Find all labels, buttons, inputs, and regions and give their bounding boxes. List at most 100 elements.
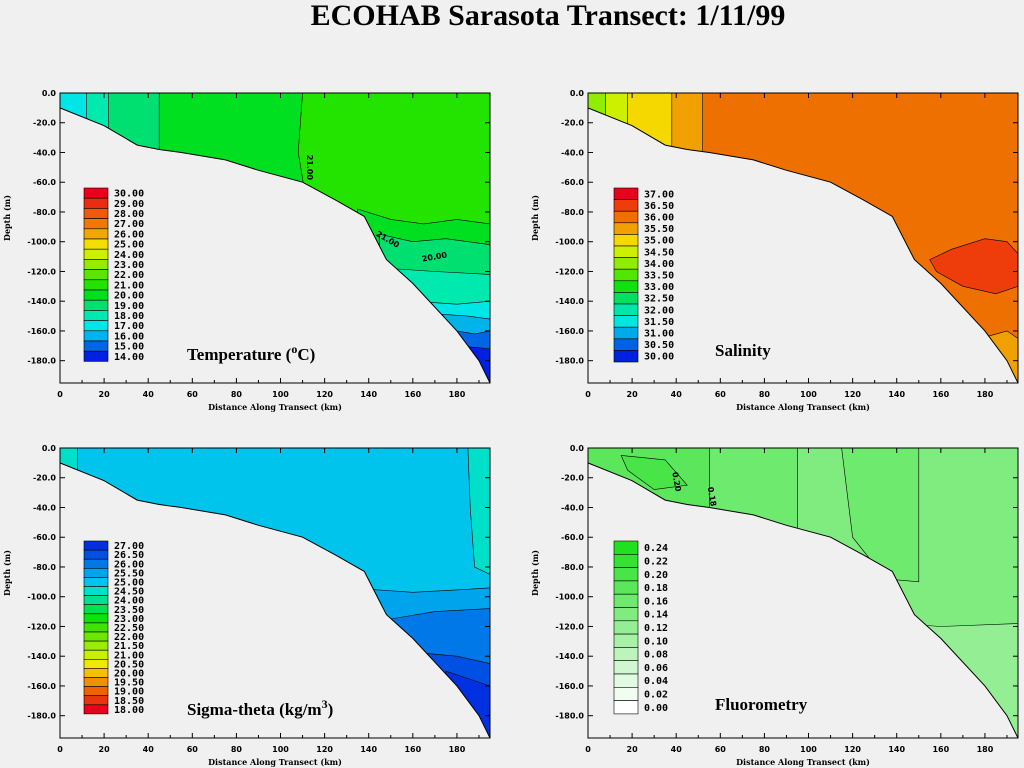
legend-label: 26.00: [114, 559, 144, 570]
y-tick-label: -160.0: [555, 682, 584, 691]
legend-label: 19.00: [114, 687, 144, 698]
main-title: ECOHAB Sarasota Transect: 1/11/99: [310, 0, 786, 32]
legend-swatch: [613, 315, 639, 328]
y-tick-label: -40.0: [33, 503, 56, 512]
legend: 0.24 0.22 0.20 0.18 0.16 0.14 0.12 0.10 0.08 0.06…: [613, 540, 668, 715]
contour-label: 0.20: [670, 471, 682, 492]
legend-swatch: [613, 326, 639, 340]
x-tick-label: 100: [800, 390, 817, 399]
y-tick-label: -80.0: [561, 563, 584, 572]
contour-label: 0.18: [706, 486, 718, 507]
y-tick-label: -100.0: [555, 593, 584, 602]
x-tick-label: 160: [932, 745, 949, 754]
legend-swatch: [613, 199, 639, 212]
x-axis-label: Distance Along Transect (km): [736, 757, 870, 767]
x-tick-label: 20: [99, 390, 111, 399]
x-tick-label: 0: [585, 390, 591, 399]
legend-label: 23.00: [114, 614, 144, 625]
legend-swatch: [613, 210, 639, 224]
legend-label: 25.00: [114, 577, 144, 588]
legend-swatch: [83, 540, 109, 551]
legend-label: 21.00: [114, 650, 144, 661]
legend-label: 30.50: [644, 340, 674, 351]
x-axis-label: Distance Along Transect (km): [736, 402, 870, 412]
x-tick-label: 40: [143, 390, 155, 399]
legend-label: 0.00: [644, 703, 668, 714]
x-tick-label: 140: [888, 390, 905, 399]
x-tick-label: 60: [715, 390, 727, 399]
plot-frame: [59, 92, 491, 384]
legend-label: 0.24: [644, 543, 668, 554]
x-tick-label: 120: [844, 745, 861, 754]
legend-label: 27.00: [114, 219, 144, 230]
legend-label: 22.00: [114, 270, 144, 281]
panel-title: Salinity: [715, 341, 771, 360]
legend-label: 18.00: [114, 311, 144, 322]
legend-swatch: [613, 222, 639, 235]
legend-label: 35.50: [644, 224, 674, 235]
legend-label: 22.00: [114, 632, 144, 643]
legend-label: 29.00: [114, 199, 144, 210]
y-tick-label: -120.0: [555, 622, 584, 631]
y-tick-label: -120.0: [27, 622, 56, 631]
y-tick-label: -60.0: [33, 178, 56, 187]
legend-swatch: [83, 320, 109, 332]
seafloor-mask: [588, 107, 1018, 383]
x-tick-label: 60: [187, 390, 199, 399]
legend-swatch: [83, 269, 109, 281]
legend-label: 35.00: [644, 236, 674, 247]
legend-label: 0.20: [644, 570, 668, 581]
y-tick-label: -160.0: [555, 327, 584, 336]
legend-swatch: [83, 640, 109, 651]
legend-swatch: [83, 704, 109, 715]
legend-label: 32.50: [644, 294, 674, 305]
legend-label: 37.00: [644, 189, 674, 200]
x-tick-label: 100: [800, 745, 817, 754]
legend-swatch: [83, 567, 109, 578]
legend-swatch: [83, 208, 109, 219]
legend-label: 33.50: [644, 271, 674, 282]
legend-swatch: [613, 660, 639, 675]
legend-label: 20.00: [114, 668, 144, 679]
legend-swatch: [83, 279, 109, 291]
contour-label: 21.00: [305, 155, 314, 181]
legend-swatch: [613, 280, 639, 293]
legend-swatch: [613, 647, 639, 662]
legend-swatch: [613, 607, 639, 622]
panel-title: Temperature (oC): [187, 342, 315, 364]
x-tick-label: 60: [187, 745, 199, 754]
y-tick-label: -20.0: [561, 119, 584, 128]
x-axis-label: Distance Along Transect (km): [208, 757, 342, 767]
legend-label: 0.10: [644, 636, 668, 647]
y-tick-label: -180.0: [555, 712, 584, 721]
y-tick-label: -100.0: [555, 238, 584, 247]
y-tick-label: -60.0: [561, 533, 584, 542]
x-axis-label: Distance Along Transect (km): [208, 402, 342, 412]
x-tick-label: 40: [671, 390, 683, 399]
y-tick-label: -80.0: [33, 563, 56, 572]
y-tick-label: -160.0: [27, 327, 56, 336]
legend-label: 0.22: [644, 556, 668, 567]
contour-field: [60, 448, 490, 738]
y-tick-label: -40.0: [561, 148, 584, 157]
plot-frame: [59, 447, 491, 739]
legend-label: 0.18: [644, 583, 668, 594]
legend-swatch: [83, 197, 109, 209]
legend-swatch: [83, 586, 109, 596]
legend-swatch: [83, 248, 109, 260]
legend-swatch: [613, 673, 639, 688]
y-tick-label: -100.0: [27, 238, 56, 247]
y-tick-label: -120.0: [555, 267, 584, 276]
legend-swatch: [613, 633, 639, 648]
legend-label: 21.50: [114, 641, 144, 652]
legend-label: 22.50: [114, 623, 144, 634]
panel-4: 0.0 -20.0 -40.0 -60.0 -80.0 -100.0 -120.0 -140.…: [530, 444, 1019, 767]
legend-swatch: [83, 218, 109, 230]
legend-label: 30.00: [644, 352, 674, 363]
seafloor-mask: [60, 462, 490, 738]
legend-swatch: [83, 340, 109, 352]
legend-swatch: [613, 303, 639, 316]
legend-label: 31.50: [644, 317, 674, 328]
contour-region: [467, 448, 490, 575]
